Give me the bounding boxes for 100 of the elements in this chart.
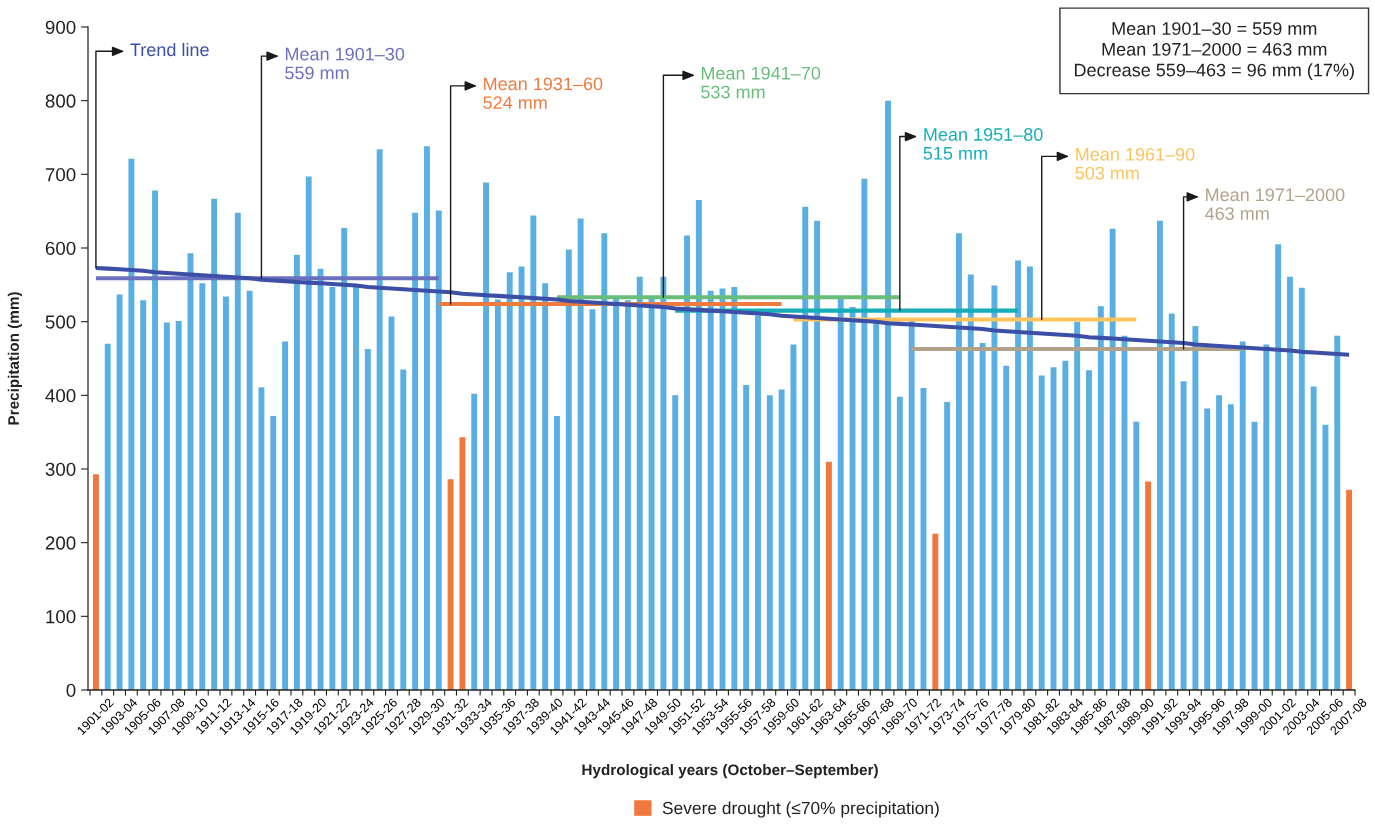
bar: [1298, 287, 1305, 690]
bar: [577, 218, 584, 690]
annotation: Mean 1901–30 = 559 mm Mean 1971–2000 = 463 mm Decrease 559–463 = 96 mm (17%): [1074, 22, 1354, 81]
bar: [447, 479, 454, 690]
bar: [1334, 335, 1341, 690]
bar: [412, 212, 419, 690]
bar: [1156, 220, 1163, 690]
bar: [1287, 276, 1293, 690]
bar: [1062, 360, 1069, 690]
annotation: Trend line: [130, 42, 209, 57]
bar: [92, 474, 99, 690]
bar: [1038, 375, 1045, 690]
bar: [270, 415, 277, 690]
y-tick-label: 700: [45, 168, 76, 182]
y-tick-label: 800: [45, 94, 76, 108]
bar: [1310, 386, 1317, 690]
bar: [624, 300, 631, 690]
bar: [1168, 313, 1175, 690]
annotation: Mean 1951–80 515 mm: [923, 128, 1043, 160]
bar: [896, 396, 903, 690]
bar: [364, 348, 371, 690]
bar: [329, 287, 336, 690]
bar: [660, 276, 667, 690]
bar: [483, 182, 490, 690]
bar: [672, 395, 679, 690]
bar: [376, 149, 383, 690]
bar: [695, 200, 702, 690]
bar: [1074, 321, 1081, 690]
bar: [944, 401, 951, 690]
bar: [128, 158, 135, 690]
annotation: Mean 1971–2000 463 mm: [1204, 188, 1345, 220]
annotation: Mean 1941–70 533 mm: [701, 66, 821, 99]
bar: [956, 233, 962, 690]
annotation: Mean 1901–30 559 mm: [285, 47, 405, 80]
bar: [1346, 489, 1353, 690]
bar: [601, 233, 608, 690]
y-tick-label: 200: [45, 536, 76, 550]
bar: [790, 344, 797, 690]
bar: [766, 395, 773, 690]
y-tick-label: 900: [45, 20, 76, 34]
bar: [317, 268, 324, 690]
annotation: Mean 1931–60 524 mm: [483, 77, 603, 110]
bar: [778, 389, 785, 690]
bar: [1263, 344, 1270, 690]
annotation: Mean 1961–90 503 mm: [1075, 147, 1195, 180]
bar: [163, 322, 170, 690]
bar: [1109, 228, 1116, 690]
bar: [1216, 395, 1222, 690]
bar: [1180, 381, 1187, 690]
bar: [873, 321, 880, 690]
y-tick-label: 600: [45, 241, 76, 255]
bar: [565, 249, 572, 690]
legend-label: Severe drought (≤70% precipitation): [662, 801, 939, 818]
bar: [755, 315, 761, 690]
bar: [967, 274, 974, 690]
bar: [1204, 408, 1211, 690]
bar: [1097, 306, 1104, 690]
bar: [648, 297, 655, 690]
bar: [1322, 424, 1329, 690]
bar: [1086, 370, 1092, 690]
bar: [1227, 404, 1234, 690]
y-tick-label: 400: [45, 389, 76, 403]
bar: [1133, 421, 1140, 690]
bar: [140, 300, 147, 690]
bar: [246, 290, 253, 690]
bar: [459, 437, 466, 690]
bar: [471, 393, 478, 690]
bar: [837, 297, 844, 690]
bar: [104, 343, 111, 690]
bar: [400, 369, 407, 690]
bar: [353, 287, 359, 690]
bar: [991, 285, 998, 690]
bar: [861, 178, 868, 690]
bar: [684, 235, 690, 690]
bar: [908, 320, 915, 690]
bar: [305, 176, 312, 690]
bar: [211, 198, 218, 690]
bar: [979, 343, 986, 690]
y-tick-label: 0: [66, 683, 76, 697]
x-axis-title: Hydrological years (October–September): [582, 764, 878, 779]
y-tick-label: 100: [46, 610, 76, 624]
bar: [435, 210, 442, 690]
bar: [494, 299, 501, 690]
bar: [1003, 365, 1010, 690]
bar: [293, 254, 300, 690]
bar: [282, 341, 289, 690]
bar: [423, 146, 430, 690]
y-tick-label: 300: [45, 462, 76, 476]
bar: [341, 228, 348, 690]
line-series: [93, 265, 1352, 357]
bar: [1192, 326, 1199, 690]
bar: [258, 387, 265, 690]
bar: [636, 276, 643, 690]
bar: [1145, 481, 1152, 690]
bar: [885, 100, 891, 690]
y-tick-label: 500: [45, 315, 76, 329]
bar: [152, 190, 158, 690]
bar: [932, 533, 939, 690]
bar: [849, 306, 856, 690]
bar: [506, 272, 513, 690]
